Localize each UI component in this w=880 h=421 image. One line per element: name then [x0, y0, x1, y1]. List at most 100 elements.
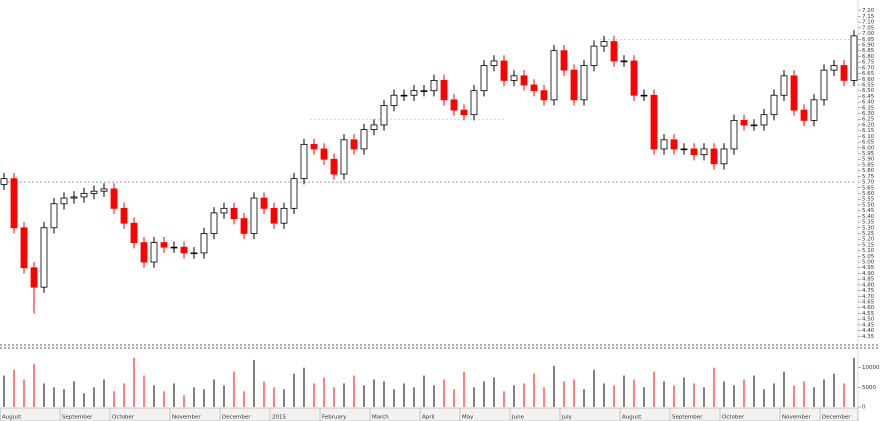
volume-bar: [453, 389, 455, 407]
volume-bar: [343, 383, 345, 407]
y-tick-label: 5.75: [862, 174, 875, 180]
volume-bar: [213, 379, 215, 407]
volume-bar: [223, 385, 225, 407]
candle-body: [830, 65, 838, 71]
candle-body: [570, 69, 578, 101]
volume-bar: [163, 391, 165, 407]
candle-body: [770, 94, 778, 116]
candle-body: [530, 84, 538, 92]
volume-bar: [533, 373, 535, 407]
volume-bar: [423, 375, 425, 407]
y-tick-label: 7.00: [862, 31, 875, 37]
y-tick-label: 5.15: [862, 242, 875, 248]
y-tick-label: 7.20: [862, 8, 875, 14]
volume-bar: [323, 377, 325, 407]
candle-body: [190, 252, 198, 255]
candle-body: [290, 178, 298, 209]
volume-bar: [753, 375, 755, 407]
volume-bar: [393, 389, 395, 407]
volume-bar: [603, 383, 605, 407]
y-tick-label: 5.40: [862, 214, 875, 220]
volume-bar: [43, 383, 45, 407]
y-tick-label: 6.00: [862, 145, 875, 151]
volume-bar: [193, 387, 195, 407]
volume-bar: [53, 387, 55, 407]
candle-body: [750, 124, 758, 127]
volume-bar: [183, 395, 185, 407]
volume-bar: [483, 381, 485, 407]
candle-body: [440, 79, 448, 101]
volume-bar: [583, 389, 585, 407]
candle-body: [620, 60, 628, 63]
x-tick-label: March: [372, 415, 389, 421]
candle-body: [120, 207, 128, 224]
volume-bar: [263, 381, 265, 407]
y-tick-label: 5.60: [862, 191, 875, 197]
y-tick-label: 6.40: [862, 100, 875, 106]
x-tick-label: July: [561, 415, 573, 421]
candle-body: [320, 148, 328, 160]
volume-bar: [403, 383, 405, 407]
candle-body: [850, 35, 858, 81]
volume-bar: [473, 387, 475, 407]
candle-body: [260, 197, 268, 209]
volume-bar: [253, 359, 255, 407]
candle-body: [140, 242, 148, 263]
volume-bar: [653, 371, 655, 407]
y-tick-label: 4.60: [862, 305, 875, 311]
candle-body: [220, 207, 228, 214]
candle-body: [270, 207, 278, 224]
candle-body: [180, 246, 188, 254]
candle-body: [760, 114, 768, 126]
volume-tick-label: 0: [862, 405, 866, 411]
candle-body: [800, 109, 808, 121]
y-tick-label: 5.25: [862, 231, 875, 237]
x-tick-label: December: [822, 415, 851, 421]
candle-body: [510, 75, 518, 81]
candle-body: [70, 196, 78, 199]
x-tick-label: September: [672, 415, 703, 421]
y-tick-label: 5.50: [862, 202, 875, 208]
candle-body: [810, 99, 818, 121]
candle-body: [820, 69, 828, 101]
candle-body: [840, 65, 848, 81]
volume-bar: [573, 379, 575, 407]
candle-body: [170, 246, 178, 249]
candle-body: [710, 148, 718, 165]
candle-body: [590, 45, 598, 66]
volume-bar: [373, 379, 375, 407]
candle-body: [400, 94, 408, 97]
volume-bar: [63, 389, 65, 407]
candle-body: [540, 90, 548, 101]
volume-bar: [243, 391, 245, 407]
y-tick-label: 7.10: [862, 20, 875, 26]
candle-body: [300, 143, 308, 180]
candle-body: [50, 203, 58, 229]
volume-bar: [663, 381, 665, 407]
x-tick-label: October: [112, 415, 135, 421]
candle-body: [560, 50, 568, 71]
y-tick-label: 4.35: [862, 334, 875, 340]
volume-bar: [133, 357, 135, 407]
candle-body: [450, 99, 458, 111]
volume-bar: [103, 379, 105, 407]
volume-bar: [293, 373, 295, 407]
volume-bar: [153, 385, 155, 407]
y-tick-label: 6.75: [862, 60, 875, 66]
y-tick-label: 5.05: [862, 254, 875, 260]
volume-bar: [33, 363, 35, 407]
y-tick-label: 4.40: [862, 328, 875, 334]
candle-body: [690, 148, 698, 156]
y-tick-label: 6.65: [862, 71, 875, 77]
candle-body: [40, 227, 48, 288]
candle-body: [650, 94, 658, 150]
volume-bar: [363, 385, 365, 407]
candle-body: [100, 188, 108, 192]
volume-bar: [543, 387, 545, 407]
candle-body: [210, 212, 218, 234]
candle-body: [280, 207, 288, 224]
x-tick-label: 2015: [272, 415, 286, 421]
y-tick-label: 4.90: [862, 271, 875, 277]
x-tick-label: October: [722, 415, 745, 421]
